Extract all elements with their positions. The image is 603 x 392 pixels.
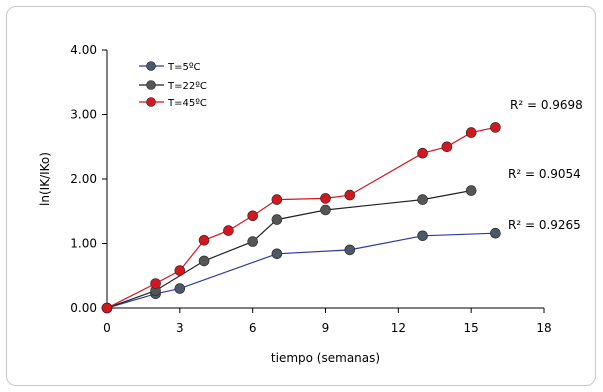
y-tick-label: 4.00 (70, 43, 97, 57)
data-point (320, 193, 331, 204)
series-2 (101, 122, 501, 314)
data-point (441, 141, 453, 153)
y-tick-label: 1.00 (70, 237, 97, 251)
legend: T=5ºC T=22ºC T=45ºC (139, 61, 207, 109)
legend-label: T=22ºC (167, 81, 207, 92)
data-point (344, 189, 356, 201)
r-squared-label: R² = 0.9265 (508, 218, 581, 232)
y-tick-label: 0.00 (70, 301, 97, 315)
legend-label: T=45ºC (167, 98, 207, 109)
y-axis-title: ln(IK/IKo) (38, 152, 52, 206)
data-point (417, 147, 428, 159)
data-point (174, 265, 186, 276)
series-layer (101, 122, 501, 314)
x-tick-label: 0 (103, 321, 111, 335)
legend-marker (146, 80, 156, 90)
x-tick-label: 18 (536, 321, 551, 335)
data-point (417, 230, 428, 242)
x-tick-label: 12 (391, 321, 406, 335)
data-point (223, 225, 234, 236)
y-tick-label: 2.00 (70, 172, 97, 186)
data-point (271, 214, 283, 225)
r-squared-label: R² = 0.9698 (510, 98, 583, 112)
data-point (247, 236, 258, 247)
data-point (417, 194, 428, 205)
data-point (101, 302, 113, 314)
data-point (344, 244, 356, 256)
x-tick-label: 15 (464, 321, 479, 335)
legend-marker (146, 97, 156, 107)
legend-item: T=45ºC (139, 97, 207, 109)
data-point (465, 185, 477, 196)
legend-marker (146, 61, 156, 71)
r-squared-label: R² = 0.9054 (508, 167, 581, 181)
x-tick-label: 3 (176, 321, 184, 335)
x-tick-label: 9 (322, 321, 330, 335)
data-point (465, 127, 477, 138)
series-0 (101, 227, 501, 314)
legend-label: T=5ºC (167, 62, 201, 73)
data-point (490, 122, 501, 133)
y-tick-label: 3.00 (70, 108, 97, 122)
legend-item: T=22ºC (139, 80, 207, 92)
data-point (271, 194, 283, 205)
series-line (106, 126, 496, 309)
series-1 (101, 185, 477, 314)
series-line (106, 190, 472, 309)
data-point (150, 278, 161, 289)
x-axis-title: tiempo (semanas) (271, 351, 380, 365)
r2-labels: R² = 0.9265 R² = 0.9054 R² = 0.9698 (508, 98, 583, 232)
data-point (174, 283, 186, 294)
chart-frame (6, 6, 596, 386)
axes: 0.00 1.00 2.00 3.00 4.00 0 3 6 9 12 15 18 (70, 43, 551, 335)
legend-item: T=5ºC (139, 61, 201, 73)
series-line (106, 232, 496, 309)
data-point (198, 255, 210, 267)
data-point (247, 210, 258, 222)
data-point (320, 204, 331, 216)
data-point (271, 248, 283, 260)
x-tick-label: 6 (249, 321, 257, 335)
data-point (490, 227, 501, 239)
data-point (198, 235, 210, 246)
